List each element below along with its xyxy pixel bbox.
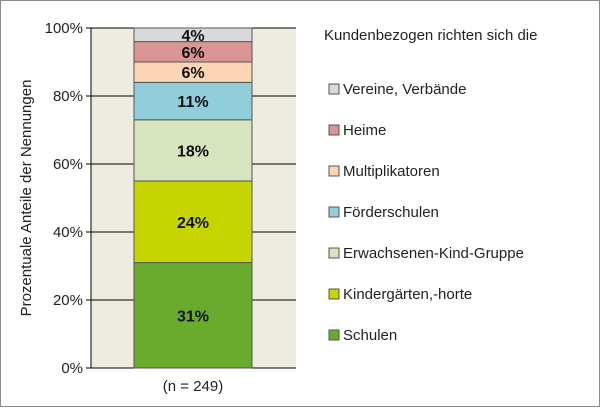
bar-segment [133,262,253,369]
legend-item-label: Heime [343,122,386,139]
y-tick-label: 0% [61,360,83,377]
bar-segment [133,27,253,43]
legend-swatch [328,206,340,218]
legend-swatch [328,247,340,259]
legend-item-label: Multiplikatoren [343,163,440,180]
y-tick-label: 40% [53,224,83,241]
bar-segment [133,81,253,121]
y-axis-label: Prozentuale Anteile der Nennungen [18,80,35,317]
legend-swatch [328,124,340,136]
y-tick-label: 20% [53,292,83,309]
legend-item-label: Kindergärten,-horte [343,286,472,303]
bar-segment [133,119,253,182]
legend-item-label: Förderschulen [343,204,439,221]
bar-segment [133,180,253,264]
legend-item-label: Vereine, Verbände [343,81,466,98]
legend-swatch [328,165,340,177]
data-label: 18% [177,143,209,160]
y-tick-label: 100% [45,20,83,37]
data-label: 4% [181,28,204,45]
bar-segments [133,27,253,369]
legend-title: Kundenbezogen richten sich die [324,27,538,44]
legend: Vereine, Verbände Heime Multiplikatoren För… [328,81,524,344]
legend-swatch [328,329,340,341]
y-tick-label: 80% [53,88,83,105]
data-label: 11% [177,94,208,111]
data-label: 24% [177,215,209,232]
segment-labels: 31%24%18%11%6%6%4% [177,28,209,325]
data-label: 6% [181,65,204,82]
legend-swatch [328,83,340,95]
x-category-label: (n = 249) [163,378,223,395]
y-tick-label: 60% [53,156,83,173]
data-label: 31% [177,308,209,325]
legend-item-label: Erwachsenen-Kind-Gruppe [343,245,524,262]
y-axis-ticks: 0% 20% 40% 60% 80% 100% [45,20,92,377]
legend-swatch [328,288,340,300]
data-label: 6% [181,45,204,62]
legend-item-label: Schulen [343,327,397,344]
